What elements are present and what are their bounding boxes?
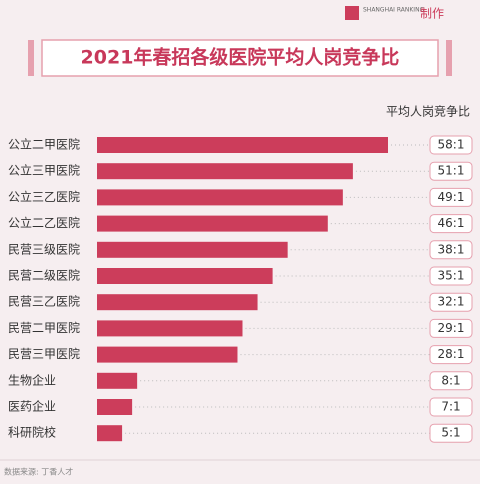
value-label: 49:1 <box>438 190 465 204</box>
category-label: 民营三级医院 <box>8 242 80 256</box>
title-box <box>41 39 439 77</box>
value-label: 8:1 <box>441 373 460 387</box>
value-axis-label: 平均人岗竞争比 <box>386 105 470 119</box>
bar <box>97 346 238 363</box>
value-label-box <box>429 135 473 155</box>
maker-text: 制作 <box>420 7 444 21</box>
value-label: 51:1 <box>438 164 465 178</box>
value-label: 29:1 <box>438 321 465 335</box>
value-label-box <box>429 266 473 286</box>
bar <box>97 372 138 389</box>
value-label: 28:1 <box>438 347 465 361</box>
value-label: 58:1 <box>438 138 465 152</box>
value-label-box <box>429 397 473 417</box>
value-label-box <box>429 318 473 338</box>
logo-icon <box>345 6 359 20</box>
value-label-box <box>429 214 473 234</box>
bar <box>97 215 328 232</box>
value-label: 38:1 <box>438 242 465 256</box>
value-label: 35:1 <box>438 269 465 283</box>
bar <box>97 399 133 415</box>
category-label: 民营三甲医院 <box>8 347 80 361</box>
bar <box>97 268 273 284</box>
value-label-box <box>429 161 473 181</box>
bar <box>97 294 258 311</box>
category-label: 公立二甲医院 <box>8 137 80 152</box>
bar <box>97 425 123 442</box>
bar <box>97 241 288 258</box>
value-label-box <box>429 371 473 391</box>
category-label: 医药企业 <box>8 399 56 414</box>
value-label: 7:1 <box>441 400 460 414</box>
value-label-box <box>429 187 473 207</box>
category-label: 民营三乙医院 <box>8 295 80 309</box>
source: 数据来源: 丁香人才 <box>4 467 73 477</box>
logo-text: SHANGHAI RANKING <box>363 7 425 14</box>
chart-title: 2021年春招各级医院平均人岗竞争比 <box>81 46 400 69</box>
bar <box>97 163 353 180</box>
bar <box>97 320 243 337</box>
value-label-box <box>429 345 473 365</box>
title-deco <box>28 40 34 76</box>
value-label: 32:1 <box>438 295 465 309</box>
value-label-box <box>429 292 473 312</box>
category-label: 公立二乙医院 <box>8 215 80 230</box>
value-label-box <box>429 240 473 260</box>
category-label: 科研院校 <box>8 425 56 440</box>
category-label: 民营二级医院 <box>8 269 80 283</box>
value-label: 5:1 <box>441 426 460 440</box>
category-label: 民营二甲医院 <box>8 321 80 335</box>
value-label-box <box>429 423 473 443</box>
title-deco <box>446 40 452 76</box>
category-label: 公立三甲医院 <box>8 163 80 178</box>
category-label: 生物企业 <box>8 372 56 387</box>
category-label: 公立三乙医院 <box>8 189 80 204</box>
bar <box>97 189 343 206</box>
bar <box>97 137 388 153</box>
value-label: 46:1 <box>438 216 465 230</box>
